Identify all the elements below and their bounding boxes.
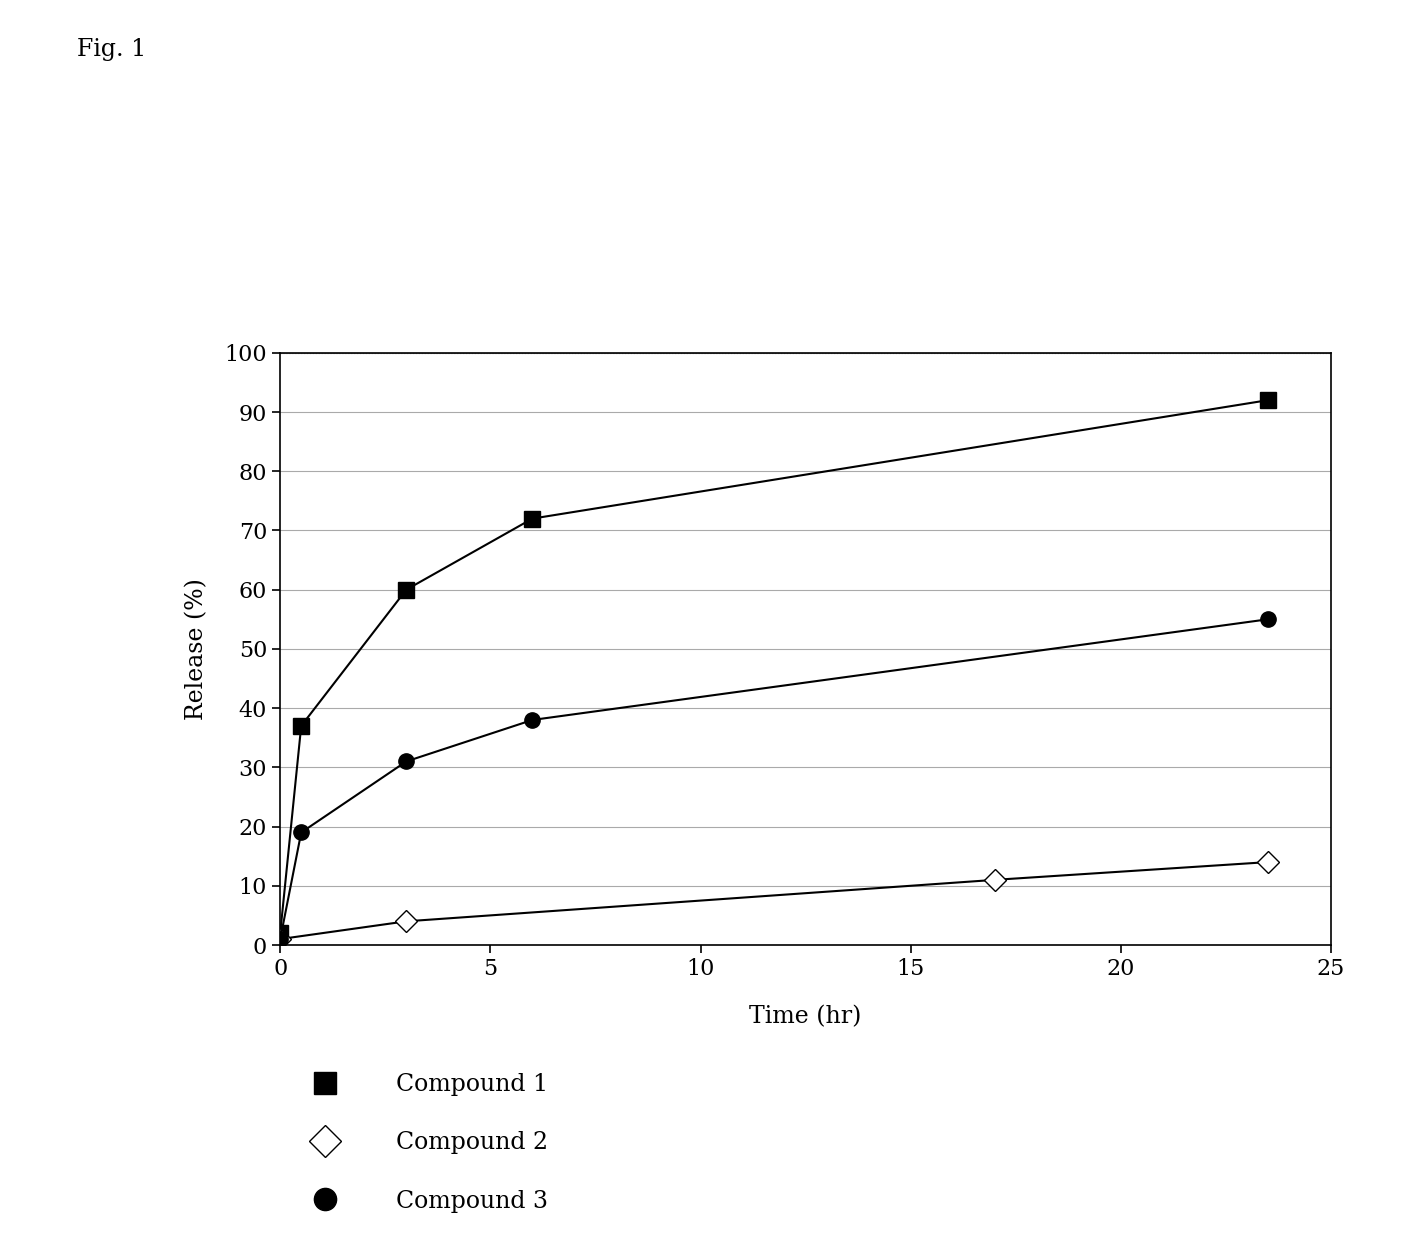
Y-axis label: Release (%): Release (%) [185,578,207,719]
Compound 2 [1259,854,1276,869]
Compound 3 [1259,611,1276,626]
Text: Fig. 1: Fig. 1 [77,38,146,60]
Compound 1 [524,512,541,527]
Compound 3 [524,712,541,727]
Compound 2 [272,931,289,946]
Compound 1 [272,926,289,941]
Line: Compound 1: Compound 1 [273,393,1275,941]
Compound 1 [398,582,415,597]
X-axis label: Time (hr): Time (hr) [750,1005,862,1028]
Line: Compound 3: Compound 3 [273,611,1275,946]
Compound 1 [1259,393,1276,408]
Compound 3 [272,931,289,946]
Legend: Compound 1, Compound 2, Compound 3: Compound 1, Compound 2, Compound 3 [291,1063,558,1222]
Compound 3 [293,825,310,840]
Compound 1 [293,718,310,733]
Compound 2 [398,914,415,929]
Compound 3 [398,753,415,769]
Line: Compound 2: Compound 2 [273,854,1275,946]
Compound 2 [986,872,1003,887]
